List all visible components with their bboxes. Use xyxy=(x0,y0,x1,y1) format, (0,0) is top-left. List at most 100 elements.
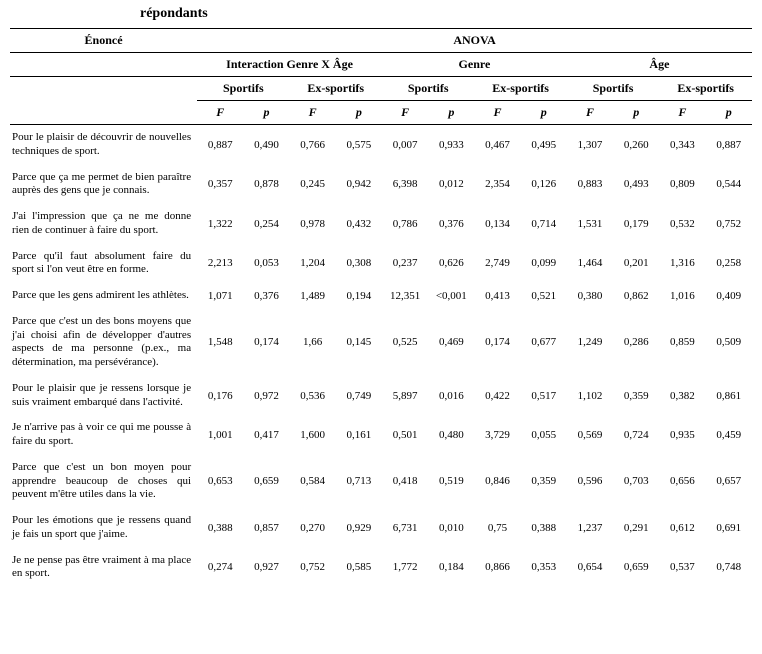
cell-value: 0,519 xyxy=(428,455,474,508)
cell-value: 0,126 xyxy=(521,165,567,205)
row-label: J'ai l'impression que ça ne me donne rie… xyxy=(10,204,197,244)
cell-value: 0,537 xyxy=(659,548,705,588)
cell-value: 2,354 xyxy=(474,165,520,205)
cell-value: 0,929 xyxy=(336,508,382,548)
cell-value: 0,343 xyxy=(659,125,705,165)
cell-value: 0,194 xyxy=(336,283,382,309)
cell-value: 1,102 xyxy=(567,376,613,416)
cell-value: 0,012 xyxy=(428,165,474,205)
cell-value: 0,179 xyxy=(613,204,659,244)
row-label: Pour le plaisir de découvrir de nouvelle… xyxy=(10,125,197,165)
header-p: p xyxy=(428,101,474,125)
cell-value: 0,544 xyxy=(706,165,752,205)
cell-value: 0,972 xyxy=(243,376,289,416)
row-label: Je n'arrive pas à voir ce qui me pousse … xyxy=(10,415,197,455)
cell-value: 0,846 xyxy=(474,455,520,508)
cell-value: 0,161 xyxy=(336,415,382,455)
cell-value: 0,525 xyxy=(382,309,428,376)
cell-value: 0,862 xyxy=(613,283,659,309)
row-label: Pour les émotions que je ressens quand j… xyxy=(10,508,197,548)
cell-value: 0,258 xyxy=(706,244,752,284)
header-blank xyxy=(10,101,197,125)
cell-value: 0,274 xyxy=(197,548,243,588)
row-label: Parce que c'est un des bons moyens que j… xyxy=(10,309,197,376)
cell-value: 0,422 xyxy=(474,376,520,416)
cell-value: 0,176 xyxy=(197,376,243,416)
header-F: F xyxy=(474,101,520,125)
anova-table: Énoncé ANOVA Interaction Genre X Âge Gen… xyxy=(10,28,752,587)
cell-value: 0,575 xyxy=(336,125,382,165)
cell-value: 0,584 xyxy=(290,455,336,508)
cell-value: 0,585 xyxy=(336,548,382,588)
cell-value: 0,752 xyxy=(290,548,336,588)
cell-value: 0,055 xyxy=(521,415,567,455)
row-label: Parce que les gens admirent les athlètes… xyxy=(10,283,197,309)
cell-value: 0,467 xyxy=(474,125,520,165)
cell-value: 0,933 xyxy=(428,125,474,165)
row-label: Parce que ça me permet de bien paraître … xyxy=(10,165,197,205)
cell-value: 12,351 xyxy=(382,283,428,309)
cell-value: 0,657 xyxy=(706,455,752,508)
header-F: F xyxy=(290,101,336,125)
table-row: Parce qu'il faut absolument faire du spo… xyxy=(10,244,752,284)
table-row: Parce que les gens admirent les athlètes… xyxy=(10,283,752,309)
cell-value: 0,376 xyxy=(243,283,289,309)
header-F: F xyxy=(659,101,705,125)
cell-value: 0,237 xyxy=(382,244,428,284)
cell-value: 0,359 xyxy=(521,455,567,508)
cell-value: 1,322 xyxy=(197,204,243,244)
cell-value: 0,308 xyxy=(336,244,382,284)
cell-value: 0,353 xyxy=(521,548,567,588)
header-p: p xyxy=(613,101,659,125)
cell-value: 0,357 xyxy=(197,165,243,205)
cell-value: 0,134 xyxy=(474,204,520,244)
cell-value: 1,016 xyxy=(659,283,705,309)
cell-value: 0,099 xyxy=(521,244,567,284)
cell-value: 1,66 xyxy=(290,309,336,376)
cell-value: 0,413 xyxy=(474,283,520,309)
header-p: p xyxy=(336,101,382,125)
cell-value: 0,713 xyxy=(336,455,382,508)
header-group-genre: Genre xyxy=(382,53,567,77)
table-row: J'ai l'impression que ça ne me donne rie… xyxy=(10,204,752,244)
table-row: Parce que c'est un bon moyen pour appren… xyxy=(10,455,752,508)
cell-value: 0,053 xyxy=(243,244,289,284)
cell-value: 0,145 xyxy=(336,309,382,376)
cell-value: 1,249 xyxy=(567,309,613,376)
cell-value: 0,359 xyxy=(613,376,659,416)
cell-value: 1,489 xyxy=(290,283,336,309)
cell-value: 5,897 xyxy=(382,376,428,416)
row-label: Parce que c'est un bon moyen pour appren… xyxy=(10,455,197,508)
cell-value: 3,729 xyxy=(474,415,520,455)
cell-value: 0,382 xyxy=(659,376,705,416)
cell-value: 0,654 xyxy=(567,548,613,588)
cell-value: 0,174 xyxy=(474,309,520,376)
header-F: F xyxy=(567,101,613,125)
cell-value: 0,942 xyxy=(336,165,382,205)
cell-value: 0,201 xyxy=(613,244,659,284)
cell-value: 0,270 xyxy=(290,508,336,548)
cell-value: 0,501 xyxy=(382,415,428,455)
table-row: Pour les émotions que je ressens quand j… xyxy=(10,508,752,548)
header-group-interaction: Interaction Genre X Âge xyxy=(197,53,382,77)
cell-value: 0,659 xyxy=(613,548,659,588)
cell-value: 0,380 xyxy=(567,283,613,309)
table-row: Parce que ça me permet de bien paraître … xyxy=(10,165,752,205)
cell-value: 0,596 xyxy=(567,455,613,508)
table-caption: répondants xyxy=(10,6,752,28)
cell-value: 0,517 xyxy=(521,376,567,416)
row-label: Parce qu'il faut absolument faire du spo… xyxy=(10,244,197,284)
header-p: p xyxy=(706,101,752,125)
cell-value: 0,861 xyxy=(706,376,752,416)
cell-value: 0,569 xyxy=(567,415,613,455)
cell-value: 0,935 xyxy=(659,415,705,455)
header-group-age: Âge xyxy=(567,53,752,77)
cell-value: 0,493 xyxy=(613,165,659,205)
header-blank xyxy=(10,77,197,101)
cell-value: 0,459 xyxy=(706,415,752,455)
header-F: F xyxy=(197,101,243,125)
cell-value: 0,010 xyxy=(428,508,474,548)
cell-value: 1,307 xyxy=(567,125,613,165)
cell-value: 0,714 xyxy=(521,204,567,244)
cell-value: 0,245 xyxy=(290,165,336,205)
